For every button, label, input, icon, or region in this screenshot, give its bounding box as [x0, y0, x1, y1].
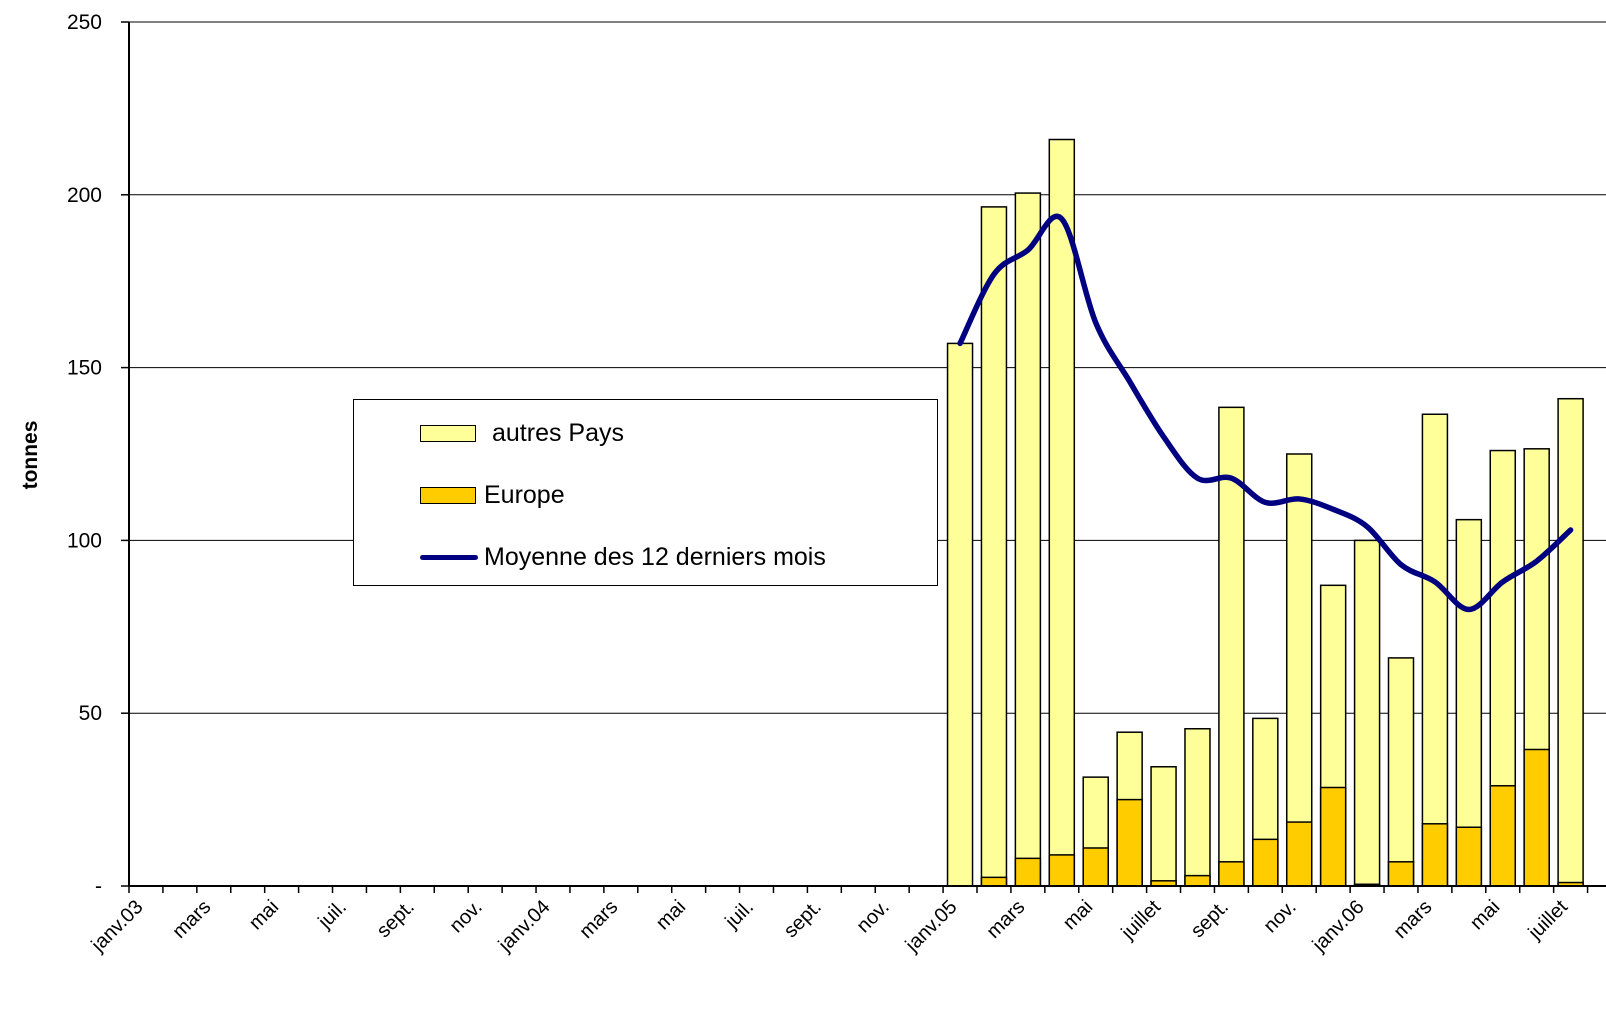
- y-tick-label: 150: [67, 357, 102, 380]
- legend-item-moyenne: Moyenne des 12 derniers mois: [420, 543, 826, 572]
- bar-europe: [1319, 786, 1347, 887]
- y-tick-label: 200: [67, 184, 102, 207]
- bar-europe: [1048, 854, 1076, 887]
- x-tick-label: mars: [168, 896, 215, 943]
- gridlines: [129, 21, 1606, 714]
- x-tick-label: mai: [1059, 896, 1097, 934]
- x-tick-label: juillet: [1117, 896, 1166, 945]
- bar-autres-pays: [1150, 766, 1177, 887]
- bar-autres-pays: [1184, 728, 1211, 887]
- bar-europe: [1014, 857, 1042, 887]
- x-tick-label: nov.: [852, 896, 893, 937]
- y-tick-labels: - 50 100 150 200 250: [67, 11, 102, 898]
- legend-item-autres-pays: autres Pays: [420, 419, 624, 448]
- bar-europe: [1285, 821, 1313, 887]
- bar-autres-pays: [980, 206, 1008, 887]
- bar-autres-pays: [1387, 657, 1415, 887]
- x-tick-label: sept.: [1187, 896, 1233, 942]
- y-tick-label: 50: [79, 702, 102, 725]
- bar-autres-pays: [1353, 539, 1381, 887]
- y-tick-label: -: [95, 875, 102, 898]
- bar-autres-pays: [1014, 192, 1042, 887]
- x-tick-label: mars: [575, 896, 622, 943]
- x-tick-label: janv.03: [87, 896, 148, 957]
- bar-europe: [1184, 874, 1211, 887]
- bar-europe: [1252, 838, 1279, 887]
- series-line-moyenne: [957, 213, 1574, 613]
- x-tick-label: mai: [1466, 896, 1504, 934]
- x-tick-label: janv.04: [494, 896, 555, 957]
- bar-autres-pays: [1455, 518, 1483, 887]
- bar-autres-pays: [946, 342, 974, 887]
- bar-europe: [1523, 748, 1550, 887]
- legend-label: autres Pays: [492, 419, 625, 447]
- x-tick-label: janv.05: [901, 896, 962, 957]
- legend-swatch-autres-pays: [420, 425, 476, 442]
- bar-europe: [1387, 861, 1415, 887]
- bar-europe: [1455, 826, 1483, 887]
- legend: autres Pays Europe Moyenne des 12 dernie…: [353, 399, 938, 586]
- x-tick-label: mai: [245, 896, 283, 934]
- axes: [121, 21, 1606, 893]
- x-tick-label: juil.: [314, 896, 351, 933]
- bar-europe: [1489, 785, 1517, 887]
- legend-swatch-europe: [420, 487, 476, 504]
- legend-item-europe: Europe: [420, 481, 565, 510]
- y-tick-label: 250: [67, 11, 102, 34]
- x-tick-label: mars: [1389, 896, 1436, 943]
- bar-europe: [1082, 847, 1109, 887]
- bar-autres-pays: [1218, 406, 1245, 887]
- bar-autres-pays: [1421, 413, 1449, 887]
- x-tick-label: juil.: [721, 896, 758, 933]
- x-tick-label: nov.: [445, 896, 486, 937]
- legend-label: Europe: [484, 481, 565, 509]
- bar-europe: [1421, 823, 1449, 887]
- y-axis-label: tonnes: [19, 421, 42, 490]
- x-tick-label: sept.: [780, 896, 826, 942]
- x-tick-labels: janv.03 mars mai juil. sept. nov. janv.04 mars m…: [87, 896, 1573, 957]
- bar-autres-pays: [1048, 138, 1076, 887]
- bars: [946, 138, 1584, 887]
- bar-europe: [980, 876, 1008, 887]
- x-tick-label: mai: [652, 896, 690, 934]
- bar-autres-pays: [1285, 453, 1313, 887]
- x-tick-label: sept.: [373, 896, 419, 942]
- x-tick-label: nov.: [1260, 896, 1301, 937]
- legend-line-moyenne: [420, 555, 478, 560]
- y-tick-label: 100: [67, 529, 102, 552]
- x-tick-label: mars: [982, 896, 1029, 943]
- bar-autres-pays: [1557, 397, 1584, 887]
- legend-label: Moyenne des 12 derniers mois: [484, 543, 826, 571]
- bar-europe: [1218, 861, 1245, 887]
- x-tick-label: juillet: [1524, 896, 1573, 945]
- bar-europe: [1116, 798, 1143, 887]
- x-tick-label: janv.06: [1308, 896, 1369, 957]
